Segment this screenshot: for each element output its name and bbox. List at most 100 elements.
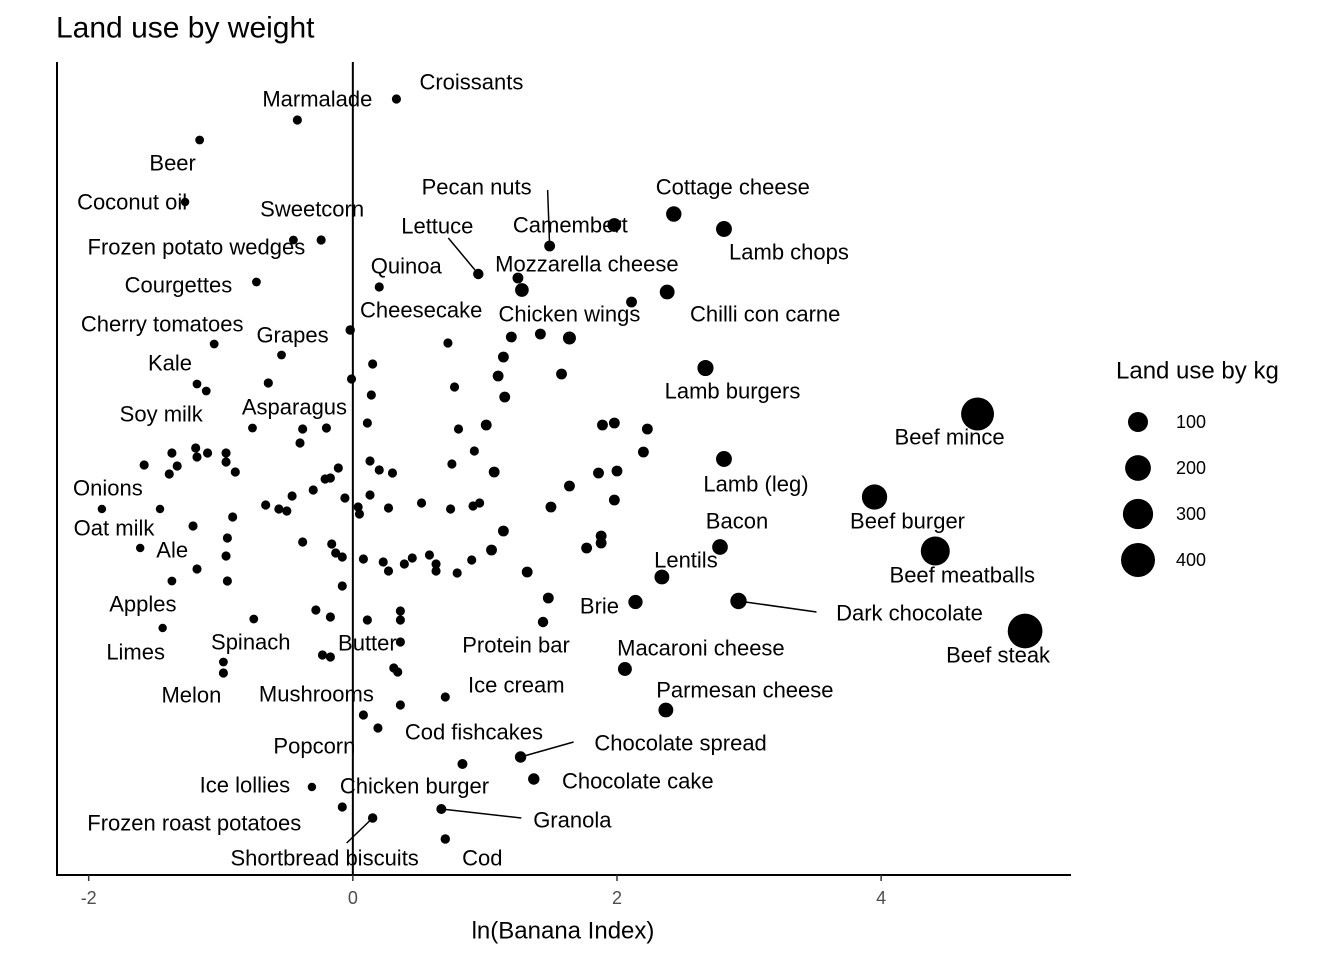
point [453,424,464,434]
point-label: Asparagus [242,395,347,420]
point [469,446,479,456]
point [180,197,190,207]
point [337,552,347,562]
point [345,325,355,335]
point [230,467,240,477]
point [521,566,533,578]
point [480,419,492,431]
point-label: Beef steak [946,643,1051,668]
point [515,283,529,297]
point [325,652,335,662]
point-label: Beef mince [895,425,1005,450]
point [362,615,372,625]
point [447,459,457,469]
point [659,284,675,300]
point [716,451,732,467]
point [221,448,231,458]
point [353,502,363,512]
point [282,506,292,516]
point [317,650,328,660]
point [333,463,343,473]
point [209,339,219,349]
point [628,594,643,610]
point [395,615,405,625]
point [331,548,341,558]
point [383,566,394,576]
point-label: Lentils [654,548,718,573]
point [221,457,231,467]
point [446,504,456,514]
point-label: Chicken wings [499,302,641,327]
point [562,331,576,345]
legend-label: 300 [1176,504,1206,524]
point [395,606,405,616]
point-label: Frozen roast potatoes [87,811,301,836]
point-label: Pecan nuts [422,175,532,200]
point-label: Lamb burgers [665,379,801,404]
point [431,566,441,576]
point [593,467,604,479]
point [383,503,394,513]
point [218,668,228,678]
point-label: Chilli con carne [690,302,840,327]
point [192,379,202,389]
legend-title: Land use by kg [1116,358,1279,385]
point-label: Melon [161,683,221,708]
point [248,423,257,433]
point [139,460,149,470]
label-connector [447,237,479,275]
point-label: Lamb chops [729,240,849,265]
x-tick-label: 4 [876,888,886,908]
point [556,368,567,380]
point [308,485,318,495]
point-label: Brie [580,594,619,619]
point-label: Beef meatballs [890,563,1036,588]
point [295,438,305,448]
point [399,559,409,569]
point-label: Spinach [211,630,291,655]
point [188,521,198,531]
point [311,605,321,615]
point [608,417,620,429]
point-label: Parmesan cheese [656,678,833,703]
point [545,501,557,513]
point-label: Chocolate cake [562,769,714,794]
point [298,424,308,434]
legend-label: 400 [1176,550,1206,570]
point-label: Protein bar [462,633,570,658]
label-connector [346,817,374,844]
point [608,494,620,506]
point [424,550,435,560]
point [325,612,335,622]
point [861,484,888,510]
point [263,378,273,388]
point-label: Cod [462,846,502,871]
point [228,512,238,522]
point-label: Grapes [256,323,328,348]
point-label: Frozen potato wedges [88,235,306,260]
point [443,338,453,348]
point [289,235,298,245]
point-label: Dark chocolate [836,601,983,626]
point [222,533,232,543]
x-tick-label: -2 [81,888,97,908]
point [617,662,632,676]
point [201,386,211,396]
point [155,504,165,514]
legend-key [1121,543,1155,577]
point-label: Sweetcorn [260,197,364,222]
point-label: Croissants [419,70,523,95]
point [607,218,622,232]
point [321,423,331,433]
point [374,282,384,292]
label-connector [520,741,574,758]
point-label: Bacon [706,509,768,534]
point [1007,613,1043,649]
legend-label: 200 [1176,458,1206,478]
point [475,498,485,508]
point [626,296,637,308]
point [158,623,167,633]
point [97,504,107,514]
point [387,468,398,478]
